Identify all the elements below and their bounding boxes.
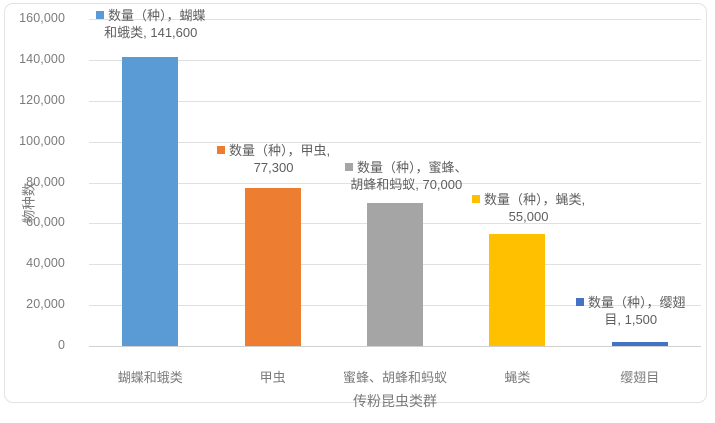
data-label-line-2: 和蛾类, 141,600 [104,25,198,40]
gridline [89,100,701,102]
gridline [89,59,701,61]
data-label: 数量（种），蝴蝶和蛾类, 141,600 [96,7,206,41]
data-label-line-2: 55,000 [508,209,549,224]
x-axis-title: 传粉昆虫类群 [353,393,437,409]
data-label: 数量（种），甲虫, 77,300 [217,142,330,176]
bar [611,342,668,346]
chart-container: 物种数 传粉昆虫类群 0 20,000 40,000 60,000 80,000 100,… [4,3,707,409]
x-axis-tick-label: 缨翅目 [620,370,660,385]
x-axis-tick-label: 甲虫 [259,370,286,385]
legend-marker-icon [472,195,480,203]
gridline [89,19,701,20]
legend-marker-icon [576,298,584,306]
gridline [89,141,701,143]
plot-area: 传粉昆虫类群 0 20,000 40,000 60,000 80,000 100,000 1… [19,8,701,409]
legend-marker-icon [345,163,353,171]
gridline [89,182,701,184]
data-label: 数量（种），蜜蜂、胡蜂和蚂蚁, 70,000 [345,159,468,193]
data-label-line-1: 数量（种），缨翅 [588,295,686,310]
x-axis-line [89,346,701,347]
data-label: 数量（种），缨翅目, 1,500 [576,294,686,328]
data-label-line-2: 77,300 [253,160,294,175]
y-axis-tick-label: 0 [57,338,65,352]
data-label-line-1: 数量（种），甲虫, [229,143,331,158]
y-axis-tick-label: 80,000 [26,174,65,189]
data-label-line-2: 胡蜂和蚂蚁, 70,000 [350,177,463,192]
y-axis-tick-label: 60,000 [26,215,65,230]
data-label-line-2: 目, 1,500 [604,312,658,327]
x-axis-tick-label: 蝴蝶和蛾类 [117,370,183,385]
y-axis-tick-label: 160,000 [19,11,65,25]
data-label: 数量（种），蝇类, 55,000 [472,191,585,225]
y-axis-tick-label: 120,000 [19,92,65,107]
y-axis-tick-label: 40,000 [26,256,65,271]
y-axis-tick-label: 20,000 [26,297,65,312]
data-label-line-1: 数量（种），蝴蝶 [108,8,206,23]
y-axis-tick-label: 100,000 [19,133,65,148]
bar [122,56,179,346]
bar [489,233,546,346]
y-axis-tick-label: 140,000 [19,51,65,66]
bar [244,188,301,346]
bar [367,202,423,346]
x-axis-tick-label: 蝇类 [504,370,531,385]
legend-marker-icon [217,146,225,154]
x-axis-tick-label: 蜜蜂、胡蜂和蚂蚁 [342,370,447,385]
legend-marker-icon [96,11,104,19]
data-label-line-1: 数量（种），蝇类, [484,192,586,207]
data-label-line-1: 数量（种），蜜蜂、 [357,160,468,175]
